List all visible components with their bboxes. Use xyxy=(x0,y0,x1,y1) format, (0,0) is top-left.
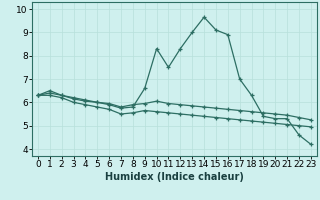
X-axis label: Humidex (Indice chaleur): Humidex (Indice chaleur) xyxy=(105,172,244,182)
